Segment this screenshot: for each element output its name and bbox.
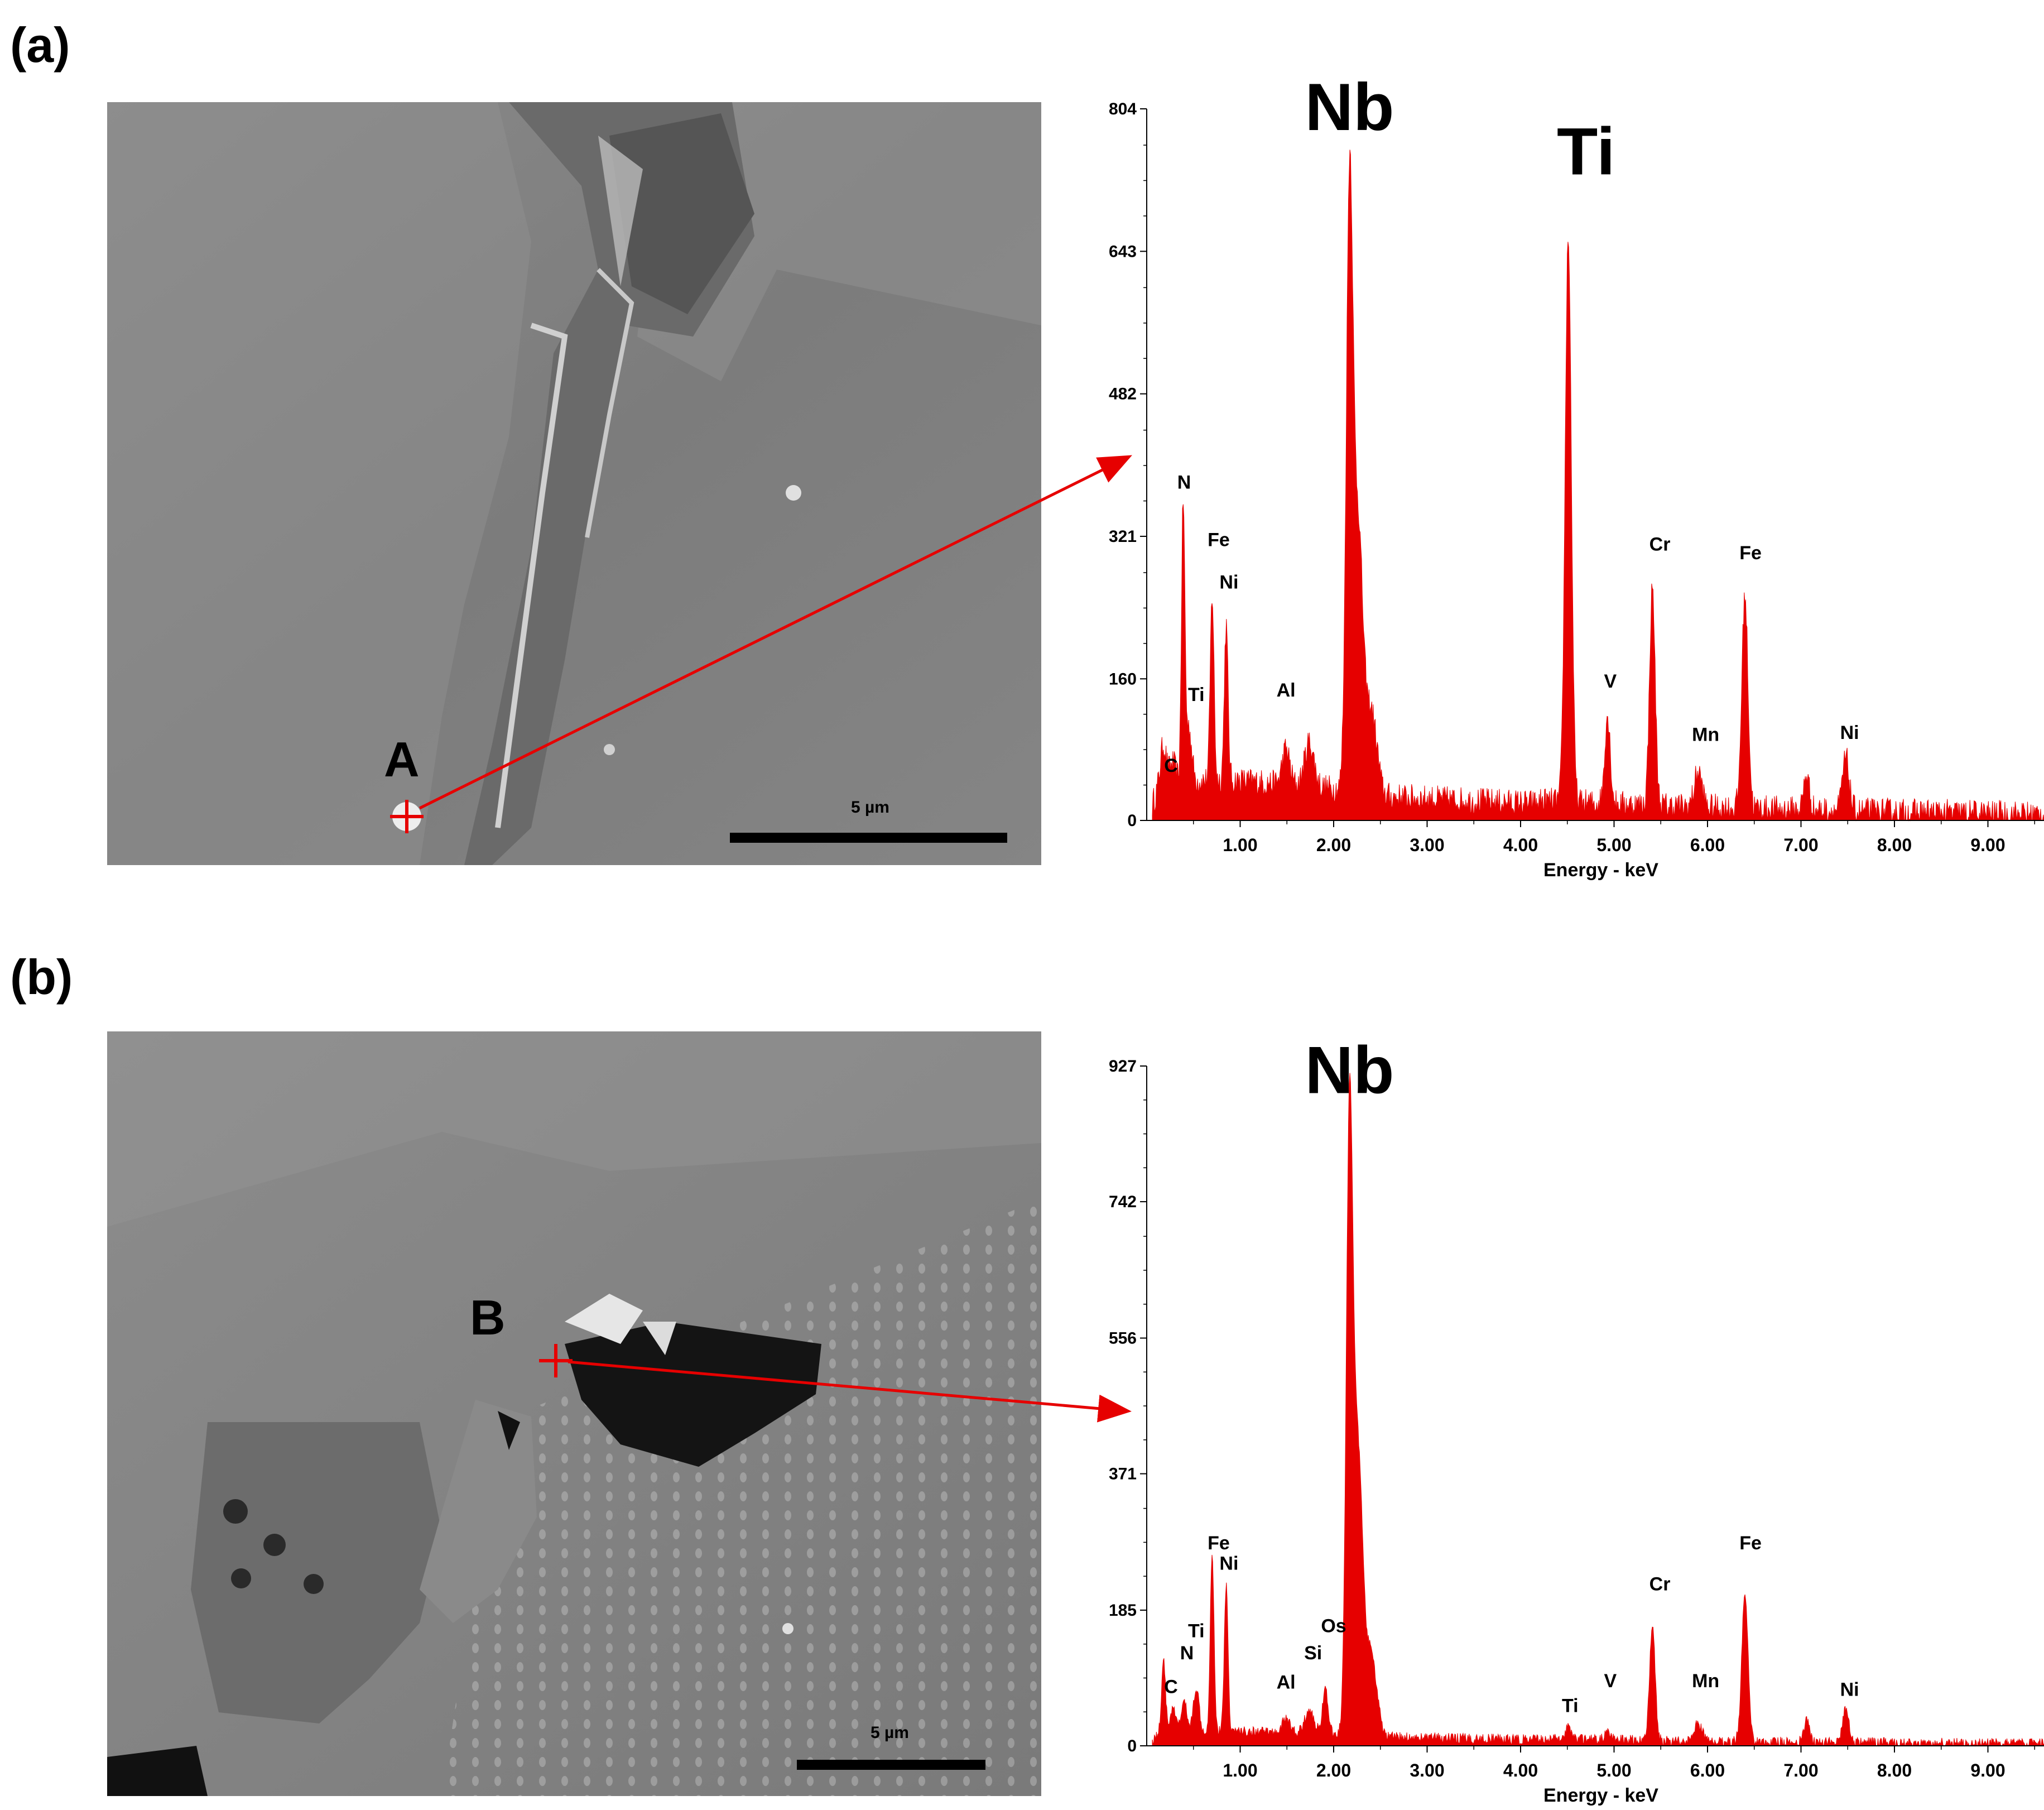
y-tick-label: 742	[1109, 1193, 1137, 1211]
element-label: N	[1180, 1643, 1194, 1664]
element-label: Cr	[1649, 1573, 1671, 1595]
element-label: Ni	[1840, 722, 1859, 743]
x-tick-label: 1.00	[1223, 835, 1257, 855]
x-tick-label: 2.00	[1316, 835, 1351, 855]
point-label-b: B	[470, 1290, 506, 1345]
sem-image-b	[107, 1031, 1041, 1796]
x-tick-label: 1.00	[1223, 1760, 1257, 1780]
scale-label-a: 5 µm	[851, 798, 889, 817]
element-label: N	[1177, 472, 1191, 493]
element-label-major: Nb	[1305, 1033, 1394, 1108]
element-label: Ni	[1219, 572, 1238, 593]
y-tick-label: 185	[1109, 1601, 1137, 1620]
y-tick-label: 482	[1109, 385, 1137, 404]
x-axis-label: Energy - keV	[1543, 1785, 1658, 1806]
point-label-a: A	[384, 732, 420, 787]
element-label: Ti	[1188, 684, 1205, 705]
eds-spectrum-b: 0 185 371 556 742 927 1.00 2.00 3.00 4.00 5.00 6.00…	[1049, 1033, 2044, 1810]
element-label: Ni	[1219, 1553, 1238, 1574]
x-tick-label: 8.00	[1877, 1760, 1912, 1780]
x-tick-label: 6.00	[1690, 835, 1725, 855]
y-tick-label: 0	[1127, 812, 1137, 830]
panel-label-a: (a)	[10, 17, 70, 73]
element-label: Al	[1277, 1672, 1296, 1693]
element-label: Fe	[1739, 1533, 1762, 1554]
element-label: Al	[1277, 680, 1296, 701]
y-tick-label: 160	[1109, 670, 1137, 688]
x-tick-label: 5.00	[1596, 1760, 1631, 1780]
y-tick-label: 804	[1109, 100, 1137, 118]
spectrum-area	[1152, 1073, 2044, 1747]
x-tick-label: 4.00	[1503, 835, 1538, 855]
element-label: Ti	[1188, 1621, 1205, 1642]
panel-label-b: (b)	[10, 949, 73, 1005]
x-tick-label: 7.00	[1783, 1760, 1818, 1780]
y-tick-label: 0	[1127, 1737, 1137, 1755]
element-label: Mn	[1692, 1670, 1719, 1692]
element-label: V	[1604, 1670, 1617, 1692]
y-tick-label: 371	[1109, 1465, 1137, 1483]
element-label: Fe	[1208, 1533, 1230, 1554]
x-tick-label: 5.00	[1596, 835, 1631, 855]
element-label: Fe	[1208, 529, 1230, 550]
x-tick-label: 9.00	[1970, 835, 2005, 855]
x-tick-label: 3.00	[1410, 835, 1444, 855]
scale-bar-b	[797, 1760, 985, 1770]
element-label-major: Ti	[1557, 114, 1615, 189]
element-label: Mn	[1692, 724, 1719, 745]
element-label: Si	[1304, 1643, 1322, 1664]
x-tick-label: 6.00	[1690, 1760, 1725, 1780]
x-tick-label: 7.00	[1783, 835, 1818, 855]
element-label: C	[1164, 755, 1178, 776]
element-label: Fe	[1739, 542, 1762, 564]
spectrum-area	[1152, 150, 2044, 822]
scale-bar-a	[730, 833, 1007, 843]
element-label: C	[1164, 1676, 1178, 1697]
element-label: Os	[1321, 1615, 1346, 1636]
scale-label-b: 5 µm	[870, 1723, 909, 1742]
y-tick-label: 643	[1109, 242, 1137, 261]
x-tick-label: 9.00	[1970, 1760, 2005, 1780]
y-tick-label: 927	[1109, 1057, 1137, 1076]
x-tick-label: 3.00	[1410, 1760, 1444, 1780]
sem-image-a	[107, 102, 1041, 865]
x-tick-label: 2.00	[1316, 1760, 1351, 1780]
element-label: Ti	[1562, 1696, 1579, 1717]
y-tick-label: 321	[1109, 527, 1137, 546]
element-label: Ni	[1840, 1679, 1859, 1701]
y-tick-label: 556	[1109, 1329, 1137, 1347]
x-tick-label: 8.00	[1877, 835, 1912, 855]
x-axis-label: Energy - keV	[1543, 860, 1658, 881]
eds-spectrum-a: 0 160 321 482 643 804 1.00 2.00 3.00 4.00 5.00 6.00…	[1049, 70, 2044, 904]
element-label: Cr	[1649, 534, 1671, 555]
x-tick-label: 4.00	[1503, 1760, 1538, 1780]
element-label-major: Nb	[1305, 70, 1394, 145]
element-label: V	[1604, 671, 1617, 692]
